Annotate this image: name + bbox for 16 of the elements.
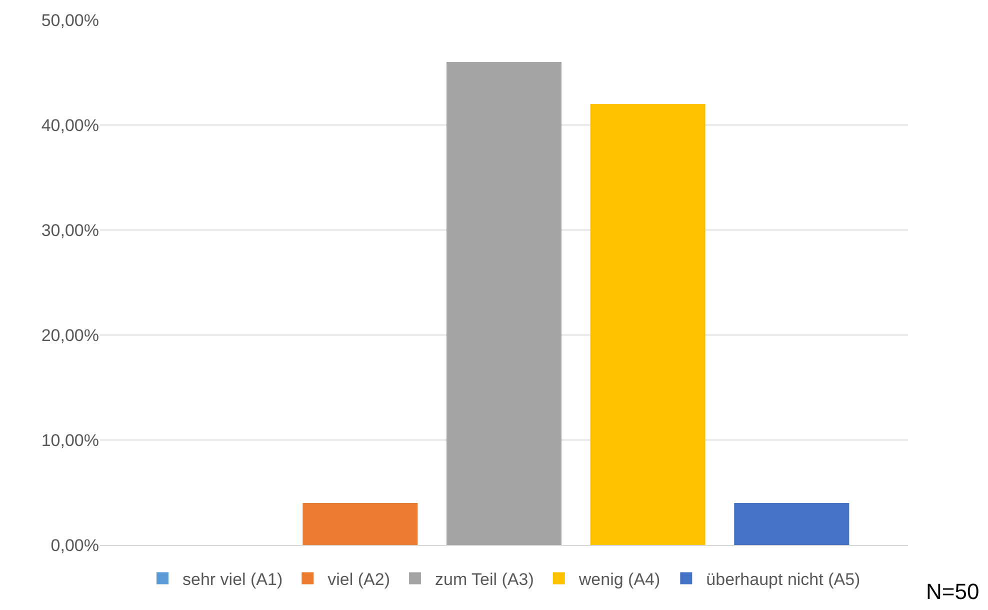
y-tick-label: 50,00% xyxy=(41,10,99,30)
bar xyxy=(446,62,562,545)
y-tick-label: 0,00% xyxy=(50,536,99,555)
y-tick-label: 20,00% xyxy=(41,326,99,345)
legend-label: wenig (A4) xyxy=(578,570,660,589)
legend-label: viel (A2) xyxy=(328,570,390,589)
bar xyxy=(302,503,418,545)
y-tick-label: 30,00% xyxy=(41,220,99,240)
bar xyxy=(590,104,706,545)
y-tick-label: 10,00% xyxy=(41,430,99,450)
y-tick-label: 40,00% xyxy=(41,116,99,135)
legend-label: sehr viel (A1) xyxy=(182,570,283,589)
text: N=50 xyxy=(926,579,980,604)
bar xyxy=(734,503,850,545)
legend-label: zum Teil (A3) xyxy=(435,570,534,589)
legend-label: überhaupt nicht (A5) xyxy=(706,570,860,589)
